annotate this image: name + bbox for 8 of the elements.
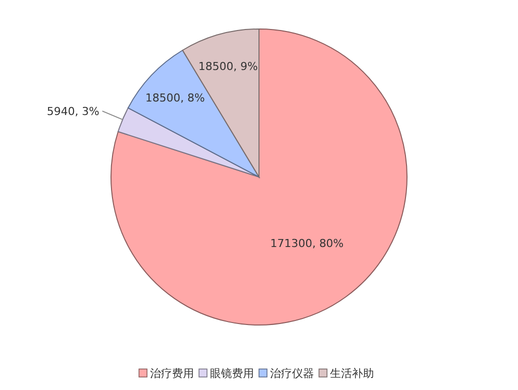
legend-label: 治疗费用 — [150, 367, 194, 380]
data-label: 171300, 80% — [270, 236, 344, 250]
data-label: 18500, 8% — [145, 92, 205, 105]
data-label: 18500, 9% — [198, 60, 258, 73]
legend-label: 生活补助 — [330, 367, 374, 380]
legend-label: 眼镜费用 — [210, 367, 254, 380]
data-label: 5940, 3% — [46, 105, 100, 118]
legend-label: 治疗仪器 — [270, 367, 314, 380]
